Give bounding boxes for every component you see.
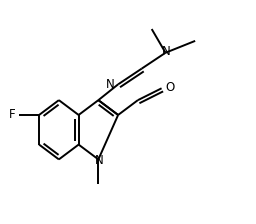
Text: O: O bbox=[166, 81, 175, 94]
Text: N: N bbox=[105, 78, 114, 91]
Text: N: N bbox=[95, 154, 104, 167]
Text: F: F bbox=[9, 108, 15, 121]
Text: N: N bbox=[162, 45, 171, 58]
